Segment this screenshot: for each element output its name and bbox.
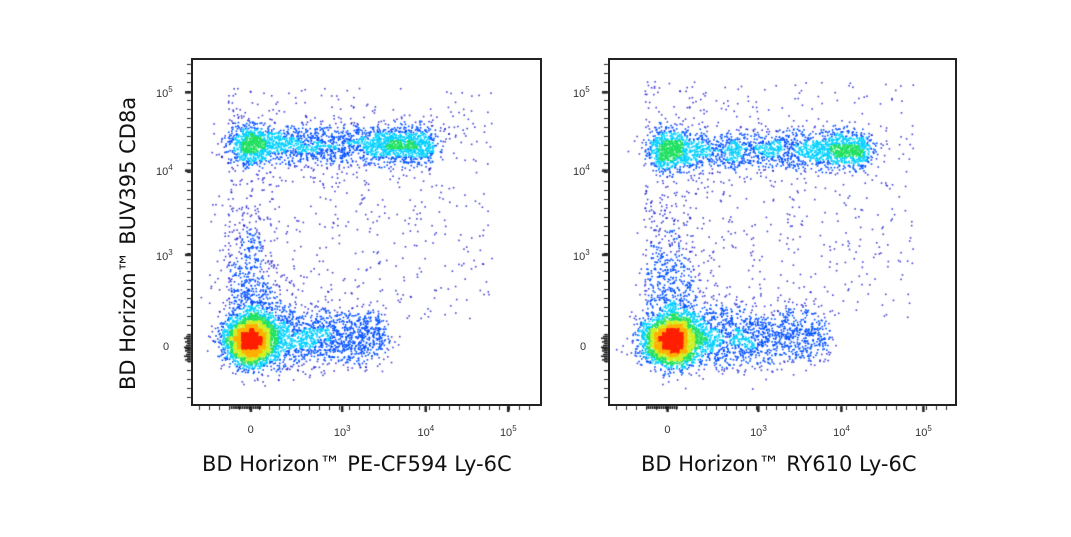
y-tick-label: 0	[580, 340, 587, 353]
y-tick-label: 105	[573, 85, 590, 101]
y-tick-label: 0	[163, 340, 170, 353]
x-tick-label: 103	[333, 424, 351, 439]
plot-frame-right	[608, 58, 957, 406]
x-tick-label: 104	[833, 424, 850, 439]
x-tick-label: 105	[499, 424, 517, 439]
y-tick-label: 104	[156, 163, 173, 179]
dot-plot-right	[610, 60, 955, 404]
y-axis-label: BD Horizon™ BUV395 CD8a	[116, 96, 140, 390]
x-tick-label: 104	[417, 424, 435, 439]
x-axis-label-right: BD Horizon™ RY610 Ly-6C	[641, 452, 917, 476]
y-tick-label: 103	[573, 247, 590, 263]
x-tick-label: 0	[247, 424, 254, 436]
plot-frame-left	[191, 58, 542, 406]
x-axis-label-left: BD Horizon™ PE-CF594 Ly-6C	[202, 452, 512, 476]
y-tick-label: 103	[156, 247, 173, 263]
x-tick-label: 0	[664, 424, 671, 436]
dot-plot-left	[193, 60, 540, 404]
x-tick-label: 103	[750, 424, 767, 439]
y-tick-label: 104	[573, 163, 590, 179]
x-tick-label: 105	[915, 424, 932, 439]
y-tick-label: 105	[156, 85, 173, 101]
